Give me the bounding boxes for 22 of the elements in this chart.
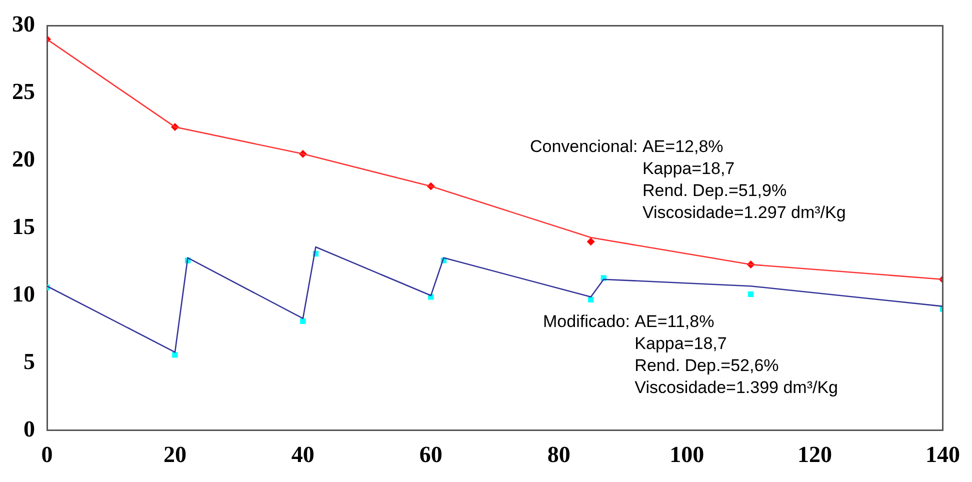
point (586, 238, 595, 246)
y-tick-label: 25 (12, 79, 35, 104)
y-tick-label: 15 (12, 214, 35, 240)
x-tick-label: 40 (291, 442, 314, 468)
y-tick-label: 5 (24, 348, 35, 374)
x-tick-label: 60 (419, 442, 442, 468)
x-tick-label: 80 (547, 442, 570, 468)
x-tick-label: 120 (798, 442, 832, 468)
annotation: Modificado: AE=11,8% Kappa=18,7 Rend. Dep.=52,6% Viscosidade=1.399 dm³/Kg (543, 311, 838, 399)
annotation: Convencional: AE=12,8% Kappa=18,7 Rend. Dep.=51,9% Viscosidade=1.297 dm³/Kg (530, 136, 846, 224)
y-tick-label: 20 (12, 146, 35, 172)
x-tick-label: 100 (670, 442, 704, 468)
point (172, 352, 178, 358)
y-tick-label: 0 (24, 416, 35, 442)
point (300, 318, 306, 324)
x-tick-label: 20 (163, 442, 186, 468)
y-tick-label: 10 (12, 281, 35, 306)
y-tick-label: 30 (12, 12, 35, 37)
point (588, 296, 594, 302)
x-tick-label: 140 (926, 442, 960, 468)
x-tick-label: 0 (41, 442, 53, 468)
point (748, 291, 754, 298)
